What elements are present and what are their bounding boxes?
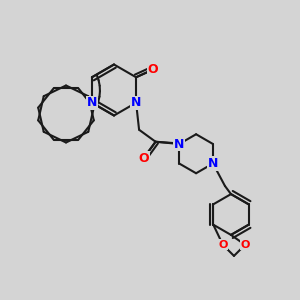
Text: N: N [87,96,97,109]
Text: O: O [138,152,149,165]
Text: N: N [174,137,184,151]
Text: O: O [218,240,228,250]
Text: O: O [147,63,158,76]
Text: N: N [208,157,218,170]
Text: N: N [131,96,141,109]
Text: O: O [240,240,250,250]
